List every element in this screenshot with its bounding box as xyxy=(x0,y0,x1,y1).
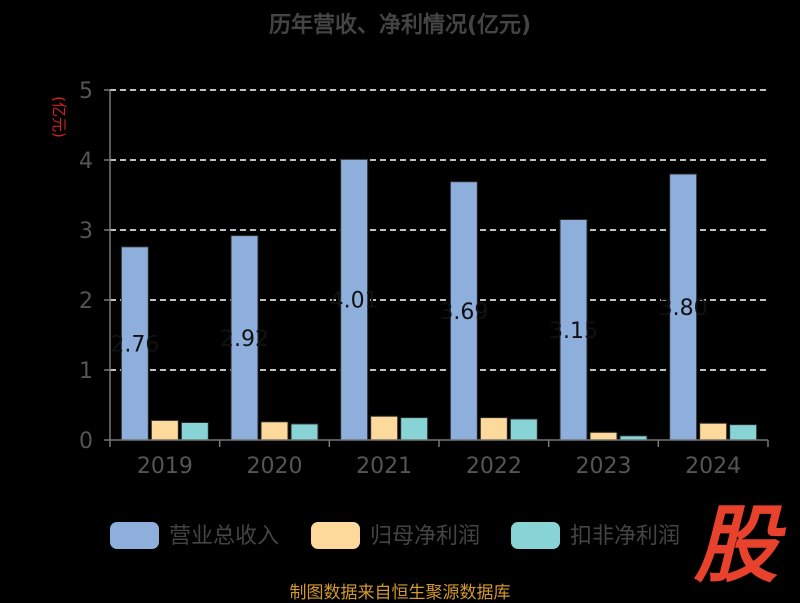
bar xyxy=(509,418,538,441)
bar xyxy=(449,181,478,441)
legend-label: 营业总收入 xyxy=(169,524,279,549)
x-tick-label: 2021 xyxy=(356,454,412,479)
bar-value-label: 3.80 xyxy=(659,296,708,321)
y-tick-label: 4 xyxy=(79,149,93,174)
watermark-logo: 股 xyxy=(690,502,782,588)
bars xyxy=(120,158,758,441)
legend-item[interactable]: 归母净利润 xyxy=(311,522,480,549)
bar-value-label: 4.01 xyxy=(330,289,379,314)
bar xyxy=(230,235,259,441)
chart-title: 历年营收、净利情况(亿元) xyxy=(269,12,531,38)
y-axis-label: (亿元) xyxy=(50,96,68,138)
legend[interactable]: 营业总收入 归母净利润 扣非净利润 xyxy=(110,522,680,549)
x-tick-label: 2020 xyxy=(247,454,303,479)
bar xyxy=(669,173,698,441)
y-tick-label: 2 xyxy=(79,289,93,314)
legend-label: 扣非净利润 xyxy=(570,524,680,549)
y-tick-label: 3 xyxy=(79,219,93,244)
legend-swatch xyxy=(511,522,560,549)
y-tick-label: 1 xyxy=(79,359,93,384)
axes: 0 1 2 3 4 5 2019 2020 2021 2022 2023 2024 xyxy=(79,79,769,479)
bar xyxy=(729,424,758,441)
bar xyxy=(370,415,399,441)
y-tick-label: 0 xyxy=(79,429,93,454)
bar xyxy=(260,421,289,441)
bar-value-label: 3.69 xyxy=(439,300,488,325)
x-tick-label: 2022 xyxy=(466,454,522,479)
bar-value-label: 3.15 xyxy=(549,319,598,344)
bar xyxy=(150,419,179,441)
x-tick-label: 2023 xyxy=(576,454,632,479)
source-text: 制图数据来自恒生聚源数据库 xyxy=(289,583,511,603)
bar xyxy=(589,431,618,441)
bar xyxy=(180,422,209,441)
data-labels: 2.76 2.92 4.01 3.69 3.15 3.80 xyxy=(110,289,707,358)
bar xyxy=(340,158,369,441)
bar xyxy=(400,417,429,441)
legend-swatch xyxy=(311,522,360,549)
legend-label: 归母净利润 xyxy=(370,524,480,549)
bar xyxy=(120,246,149,441)
y-tick-label: 5 xyxy=(79,79,93,104)
bar-value-label: 2.92 xyxy=(220,327,269,352)
bar xyxy=(699,422,728,441)
bar xyxy=(479,417,508,441)
watermark-char: 股 xyxy=(693,496,778,594)
x-tick-label: 2024 xyxy=(685,454,741,479)
x-tick-label: 2019 xyxy=(137,454,193,479)
bar xyxy=(290,423,319,441)
bar-value-label: 2.76 xyxy=(110,332,159,357)
legend-swatch xyxy=(110,522,159,549)
legend-item[interactable]: 扣非净利润 xyxy=(511,522,680,549)
legend-item[interactable]: 营业总收入 xyxy=(110,522,279,549)
